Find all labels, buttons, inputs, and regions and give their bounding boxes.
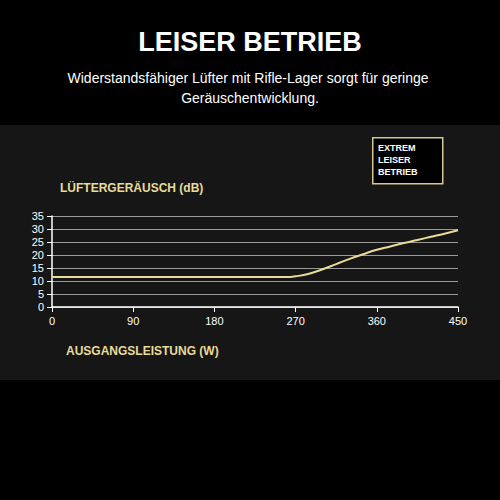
svg-text:AUSGANGSLEISTUNG (W): AUSGANGSLEISTUNG (W) [66, 344, 219, 358]
svg-text:EXTREM: EXTREM [378, 143, 416, 153]
svg-text:0: 0 [49, 315, 55, 327]
svg-text:10: 10 [32, 275, 44, 287]
svg-text:25: 25 [32, 236, 44, 248]
svg-text:90: 90 [127, 315, 139, 327]
svg-text:450: 450 [449, 315, 467, 327]
svg-text:180: 180 [205, 315, 223, 327]
svg-text:270: 270 [286, 315, 304, 327]
svg-text:LEISER BETRIEB: LEISER BETRIEB [138, 27, 362, 57]
svg-text:Geräuschentwicklung.: Geräuschentwicklung. [181, 90, 319, 106]
svg-text:360: 360 [368, 315, 386, 327]
svg-text:0: 0 [38, 301, 44, 313]
svg-text:LEISER: LEISER [378, 155, 411, 165]
svg-text:15: 15 [32, 262, 44, 274]
svg-text:20: 20 [32, 249, 44, 261]
svg-text:30: 30 [32, 223, 44, 235]
svg-text:LÜFTERGERÄUSCH (dB): LÜFTERGERÄUSCH (dB) [60, 180, 203, 195]
svg-text:BETRIEB: BETRIEB [378, 167, 418, 177]
svg-text:35: 35 [32, 210, 44, 222]
svg-text:Widerstandsfähiger Lüfter mit: Widerstandsfähiger Lüfter mit Rifle-Lage… [68, 70, 433, 86]
svg-text:5: 5 [38, 288, 44, 300]
